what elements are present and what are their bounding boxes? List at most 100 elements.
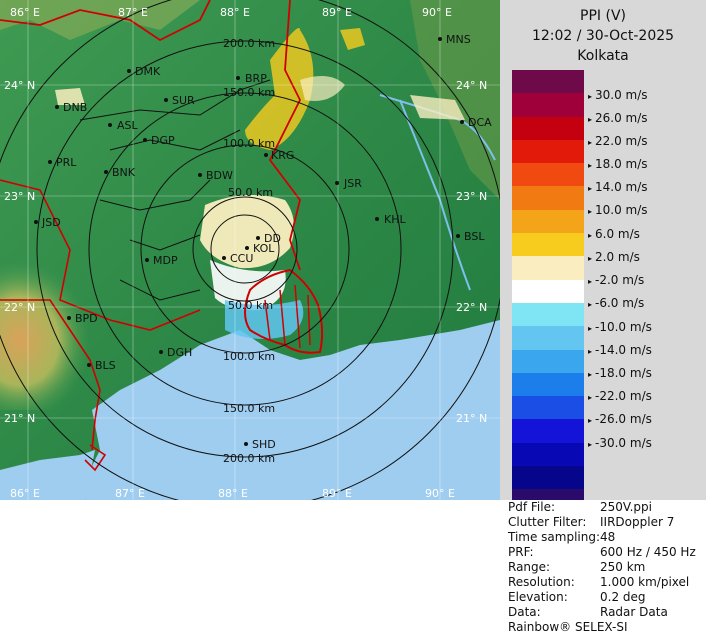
graticule (0, 0, 500, 500)
lon-label-bottom-87: 87° E (115, 487, 145, 500)
range-ring-150 (88, 92, 402, 406)
state-border-west (0, 179, 201, 331)
info-row-clutter-filter: Clutter Filter: (508, 515, 586, 529)
echo-north-light (300, 76, 345, 101)
lon-label-top-87: 87° E (118, 6, 148, 19)
scale-swatch (512, 396, 584, 420)
scale-label: -30.0 m/s (588, 436, 652, 450)
state-border-north (0, 0, 211, 42)
info-key: PRF: (508, 545, 534, 559)
district-boundaries (79, 79, 271, 301)
lon-label-bottom-90: 90° E (425, 487, 455, 500)
scale-swatch (512, 326, 584, 350)
range-ring-200 (36, 40, 454, 458)
place-label-asl: ASL (117, 119, 139, 132)
info-value: 250V.ppi (600, 500, 652, 514)
scale-swatch (512, 372, 584, 397)
scale-label: -18.0 m/s (588, 366, 652, 380)
delta-boundary (244, 268, 324, 354)
scale-label: 14.0 m/s (588, 180, 648, 194)
ring-label-north-50: 50.0 km (228, 186, 273, 199)
info-key: Data: (508, 605, 541, 619)
ring-label-north-200: 200.0 km (223, 37, 275, 50)
echo-dhaka (410, 95, 465, 120)
lon-label-bottom-89: 89° E (322, 487, 352, 500)
place-label-dmk: DMK (135, 65, 161, 78)
range-rings (0, 0, 500, 500)
ring-label-south-50: 50.0 km (228, 299, 273, 312)
place-label-ccu: CCU (230, 252, 253, 265)
info-row-range: Range: (508, 560, 550, 574)
scale-label: 10.0 m/s (588, 203, 648, 217)
info-value: 250 km (600, 560, 646, 574)
info-value: 1.000 km/pixel (600, 575, 690, 589)
place-label-kol: KOL (253, 242, 275, 255)
place-label-jsd: JSD (41, 216, 61, 229)
scale-label: 18.0 m/s (588, 157, 648, 171)
place-label-brp: BRP (245, 72, 267, 85)
range-ring-inner (210, 214, 280, 284)
scale-swatch (512, 279, 584, 303)
scale-label: 30.0 m/s (588, 88, 648, 102)
bay-of-bengal (85, 320, 500, 500)
echo-north-positive (245, 28, 314, 150)
river-padma (379, 94, 496, 161)
place-label-bls: BLS (95, 359, 116, 372)
place-label-dca: DCA (468, 116, 492, 129)
ring-label-north-100: 100.0 km (223, 137, 275, 150)
scale-label: 2.0 m/s (588, 250, 640, 264)
lon-label-top-90: 90° E (422, 6, 452, 19)
lon-label-bottom-86: 86° E (10, 487, 40, 500)
station-name: Kolkata (577, 48, 629, 64)
scale-label: 26.0 m/s (588, 111, 648, 125)
radar-map-svg: 86° E 87° E 88° E 89° E 90° E 86° E 87° … (0, 0, 500, 500)
lon-label-top-86: 86° E (10, 6, 40, 19)
info-value: IIRDoppler 7 (600, 515, 675, 529)
place-label-bpd: BPD (75, 312, 98, 325)
place-label-shd: SHD (252, 438, 276, 451)
place-label-mdp: MDP (153, 254, 178, 267)
place-label-mns: MNS (446, 33, 471, 46)
state-border-southwest (0, 299, 101, 451)
range-ring-100 (140, 144, 350, 354)
scale-label: -14.0 m/s (588, 343, 652, 357)
scale-label: 22.0 m/s (588, 134, 648, 148)
place-label-prl: PRL (56, 156, 77, 169)
place-label-dgh: DGH (167, 346, 192, 359)
scale-label: -22.0 m/s (588, 389, 652, 403)
lon-label-top-88: 88° E (220, 6, 250, 19)
echo-near-field-positive (200, 195, 294, 269)
ring-label-south-100: 100.0 km (223, 350, 275, 363)
info-row-resolution: Resolution: (508, 575, 575, 589)
delta-channels (264, 284, 311, 349)
lat-label-right-24: 24° N (456, 79, 487, 92)
lat-label-left-24: 24° N (4, 79, 35, 92)
echo-far-north (340, 28, 365, 50)
scale-swatch (512, 209, 584, 234)
scale-swatch (512, 256, 584, 280)
scale-swatch (512, 116, 584, 140)
scale-label: -6.0 m/s (588, 296, 644, 310)
scale-label: -2.0 m/s (588, 273, 644, 287)
coast-marker (84, 444, 107, 472)
scale-swatch (512, 93, 584, 117)
info-row-pdf-file: Pdf File: (508, 500, 555, 514)
scale-swatch (512, 349, 584, 373)
scale-label: 6.0 m/s (588, 227, 640, 241)
echo-near-field-zero (210, 260, 286, 311)
scale-swatch (512, 419, 584, 443)
range-ring-50 (192, 196, 298, 302)
info-row-data: Data: (508, 605, 541, 619)
lon-label-bottom-88: 88° E (218, 487, 248, 500)
scale-label: -10.0 m/s (588, 320, 652, 334)
info-key: Pdf File: (508, 500, 556, 514)
scale-swatch (512, 163, 584, 187)
info-key: Resolution: (508, 575, 575, 589)
sea-southwest (0, 450, 95, 500)
scale-swatch (512, 302, 584, 327)
place-label-bsl: BSL (464, 230, 485, 243)
product-datetime: 12:02 / 30-Oct-2025 (531, 28, 675, 44)
north-terrain (0, 0, 200, 40)
info-row-time-sampling: Time sampling: (508, 530, 600, 544)
lat-label-left-22: 22° N (4, 301, 35, 314)
